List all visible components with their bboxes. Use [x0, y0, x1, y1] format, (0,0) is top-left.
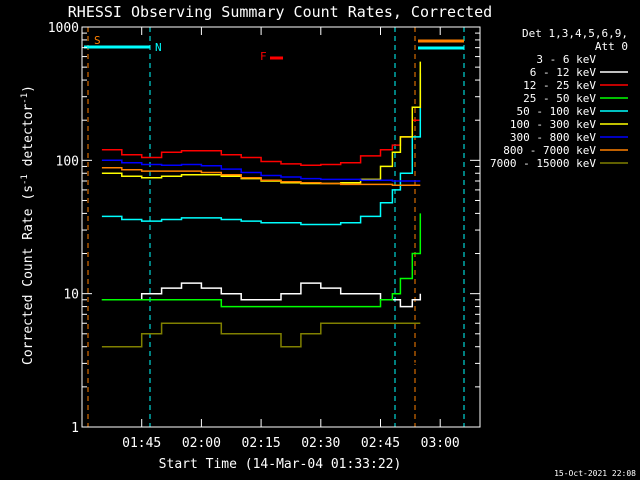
- legend-entry-5: 100 - 300 keV: [510, 118, 596, 131]
- y-tick-label-1: 10: [63, 288, 79, 303]
- series-line-1: [101, 282, 422, 308]
- annotation-n: N: [155, 41, 162, 54]
- plot-area: S N F: [84, 27, 465, 427]
- y-axis-ticks: 1 10 100 1000: [48, 21, 480, 436]
- legend-header-1: Det 1,3,4,5,6,9,: [522, 27, 628, 40]
- legend-header-2: Att 0: [595, 40, 628, 53]
- y-tick-label-2: 100: [56, 154, 79, 169]
- annotation-s: S: [94, 34, 101, 47]
- x-tick-label-1: 02:00: [182, 436, 221, 451]
- y-axis-label-sup2: -1: [20, 93, 30, 104]
- annotation-f: F: [260, 50, 267, 63]
- series-line-4: [101, 73, 422, 226]
- y-axis-label: Corrected Count Rate (s-1 detector-1): [20, 85, 36, 365]
- series-line-8: [101, 322, 421, 348]
- x-tick-label-2: 02:15: [242, 436, 281, 451]
- legend-entry-4: 50 - 100 keV: [517, 105, 597, 118]
- y-axis-label-tail: detector: [21, 104, 36, 175]
- x-axis-ticks: 01:45 02:00 02:15 02:30 02:45 03:00: [122, 27, 460, 451]
- series-line-2: [101, 91, 422, 166]
- legend-entry-7: 800 - 7000 keV: [503, 144, 596, 157]
- legend-entry-2: 12 - 25 keV: [523, 79, 596, 92]
- series-line-3: [101, 213, 422, 308]
- legend-entry-8: 7000 - 15000 keV: [490, 157, 596, 170]
- x-tick-label-4: 02:45: [361, 436, 400, 451]
- series-line-6: [101, 159, 421, 182]
- series-line-5: [101, 61, 422, 185]
- x-tick-label-3: 02:30: [301, 436, 340, 451]
- legend-entry-0: 3 - 6 keV: [536, 53, 596, 66]
- y-axis-label-sup: -1: [20, 174, 30, 185]
- y-axis-label-main: Corrected Count Rate (s: [21, 185, 36, 365]
- x-tick-label-0: 01:45: [122, 436, 161, 451]
- legend-entry-1: 6 - 12 keV: [530, 66, 597, 79]
- legend-entry-3: 25 - 50 keV: [523, 92, 596, 105]
- x-tick-label-5: 03:00: [421, 436, 460, 451]
- x-axis-label: Start Time (14-Mar-04 01:33:22): [159, 457, 402, 472]
- y-axis-label-close: ): [21, 85, 36, 93]
- plot-frame: [81, 26, 481, 428]
- footer-date: 15-Oct-2021 22:08: [554, 469, 636, 478]
- chart-title: RHESSI Observing Summary Count Rates, Co…: [68, 3, 492, 21]
- y-tick-label-0: 1: [71, 421, 79, 436]
- legend-entry-6: 300 - 800 keV: [510, 131, 596, 144]
- y-tick-label-3: 1000: [48, 21, 79, 36]
- series-line-7: [101, 166, 421, 187]
